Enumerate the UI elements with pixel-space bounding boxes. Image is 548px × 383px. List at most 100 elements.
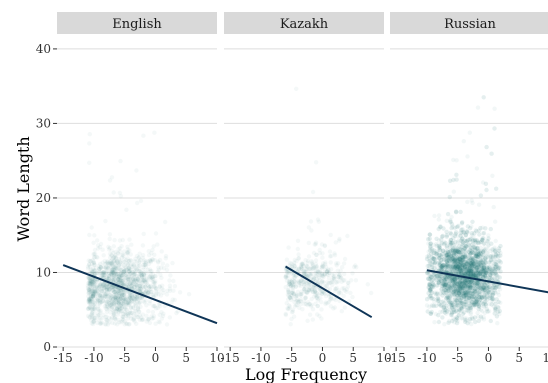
data-point [475,245,481,251]
data-point [460,247,465,253]
data-point [116,251,121,256]
data-point [464,283,469,288]
data-point [485,294,490,299]
data-point [481,261,486,266]
data-point [474,281,480,286]
data-point [490,173,495,178]
point-cloud [85,130,192,327]
data-point [456,283,461,288]
data-point [93,289,98,294]
data-point [123,297,129,302]
data-point [468,268,474,274]
data-point [119,270,124,276]
data-point [455,303,460,308]
data-point [477,295,483,300]
data-point [431,256,436,262]
data-point [465,270,471,276]
data-point [114,271,120,276]
data-point [463,277,468,282]
data-point [119,305,125,311]
data-point [94,298,100,303]
data-point [301,280,307,285]
data-point [140,317,145,322]
data-point [442,284,448,290]
data-point [442,283,447,288]
data-point [319,272,325,277]
data-point [470,282,475,287]
data-point [471,267,477,272]
data-point [481,265,487,270]
data-point [292,279,297,284]
data-point [113,274,119,280]
data-point [475,280,480,286]
data-point [450,240,455,245]
data-point [482,241,487,246]
data-point [122,290,127,296]
data-point [427,281,432,287]
data-point [109,285,114,290]
data-point [317,277,323,282]
data-point [453,291,459,296]
data-point [90,302,96,308]
data-point [471,238,476,243]
data-point [110,270,116,275]
data-point [490,263,496,269]
data-point [452,255,458,261]
data-point [462,299,467,305]
data-point [445,252,450,258]
data-point [90,293,95,299]
data-point [462,290,467,295]
data-point [283,273,289,278]
data-point [137,309,142,314]
data-point [449,284,454,290]
data-point [439,263,445,269]
data-point [458,292,464,298]
data-point [462,294,467,299]
data-point [469,261,475,266]
data-point [462,257,467,262]
data-point [126,313,131,319]
data-point [137,271,143,277]
data-point [315,269,320,275]
data-point [440,252,445,257]
data-point [475,273,480,278]
data-point [456,281,461,287]
data-point [114,299,119,305]
data-point [302,301,307,307]
data-point [464,229,470,234]
data-point [451,280,456,285]
data-point [482,269,487,274]
data-point [148,275,153,281]
data-point [482,265,487,270]
data-point [467,269,472,274]
data-point [110,278,116,283]
data-point [429,281,434,287]
data-point [489,293,494,298]
data-point [87,297,92,302]
data-point [92,315,97,321]
data-point [127,269,132,274]
data-point [459,284,464,289]
data-point [456,298,461,303]
data-point [483,295,489,300]
data-point [463,290,468,295]
data-point [485,309,490,314]
data-point [101,284,107,290]
data-point [465,266,470,271]
data-point [462,280,467,285]
data-point [345,284,351,289]
data-point [473,291,479,297]
data-point [453,286,458,291]
data-point [454,308,459,313]
data-point [452,283,457,288]
data-point [87,299,92,305]
data-point [482,273,487,278]
data-point [127,309,133,314]
data-point [102,285,107,290]
data-point [451,289,456,295]
data-point [483,260,488,265]
data-point [117,275,122,280]
data-point [471,302,476,307]
data-point [462,290,467,296]
data-point [117,190,123,196]
